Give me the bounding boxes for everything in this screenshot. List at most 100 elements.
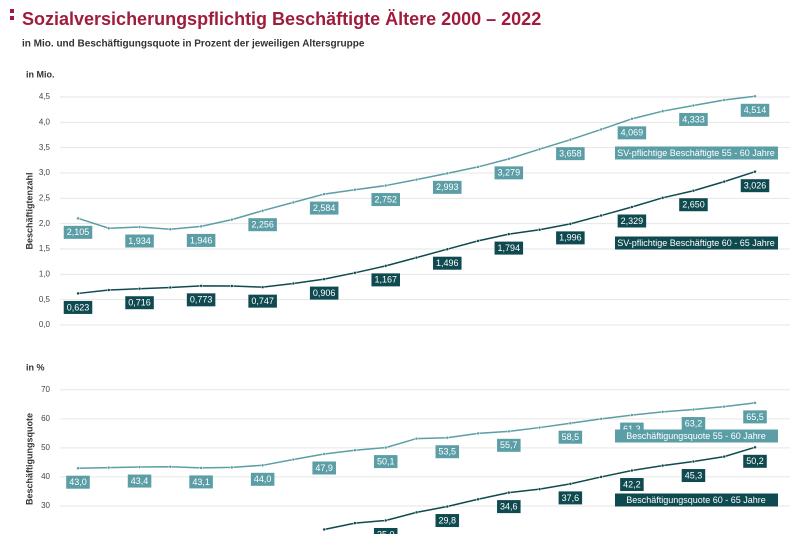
data-point — [722, 179, 726, 184]
value-label: 1,946 — [190, 235, 213, 245]
value-label: 2,752 — [374, 194, 397, 204]
data-point — [630, 468, 634, 473]
value-label-box — [558, 430, 583, 444]
value-label: 2,993 — [436, 182, 459, 192]
data-point — [691, 188, 696, 193]
data-point — [414, 177, 419, 182]
value-label-box — [433, 256, 462, 270]
data-point — [445, 247, 450, 251]
value-label-box — [558, 491, 583, 505]
data-point — [383, 264, 388, 268]
value-label-box — [186, 293, 216, 307]
value-label: 0,906 — [313, 288, 336, 298]
data-point — [260, 208, 265, 213]
value-label: 0,716 — [128, 298, 151, 308]
legend-box — [615, 236, 778, 250]
value-label-box — [66, 475, 90, 489]
value-label: 0,623 — [67, 302, 90, 312]
value-label-box — [740, 103, 770, 117]
data-point — [568, 482, 573, 486]
y-tick-label: 40 — [41, 472, 50, 481]
value-label-box — [248, 294, 277, 308]
value-label-box — [373, 455, 398, 469]
data-point — [76, 466, 80, 470]
data-point — [168, 465, 173, 469]
value-label-box — [497, 500, 521, 514]
value-label-box — [681, 417, 706, 431]
data-point — [445, 171, 450, 176]
legend-box — [615, 146, 778, 160]
data-point — [599, 475, 603, 479]
data-point — [199, 224, 203, 229]
y-tick-label: 50 — [41, 443, 50, 452]
value-label-box — [435, 514, 460, 528]
value-label-box — [740, 179, 770, 193]
value-label-box — [556, 231, 585, 245]
data-point — [753, 94, 757, 99]
data-point — [260, 463, 265, 468]
data-point — [137, 225, 142, 229]
unit-label: in Mio. — [26, 69, 55, 79]
data-point — [568, 222, 573, 226]
data-point — [568, 137, 573, 142]
data-point — [137, 286, 142, 291]
value-label-box — [620, 478, 644, 492]
value-label: 50,2 — [746, 456, 764, 466]
value-label-box — [373, 527, 398, 534]
data-point — [414, 255, 419, 260]
value-label-box — [556, 147, 585, 161]
value-label-box — [494, 241, 524, 255]
y-tick-label: 1,0 — [39, 269, 51, 278]
data-point — [630, 205, 634, 209]
value-label: 3,658 — [559, 149, 582, 159]
legend-label: Beschäftigungsquote 60 - 65 Jahre — [626, 495, 766, 505]
data-point — [76, 216, 80, 221]
data-point — [630, 117, 634, 121]
title-icon — [10, 16, 14, 20]
data-point — [537, 487, 542, 491]
y-axis-title: Beschäftigtenzahl — [24, 172, 34, 249]
data-point — [476, 497, 480, 502]
value-label: 37,6 — [562, 493, 580, 503]
data-point — [599, 127, 603, 132]
data-point — [230, 284, 234, 288]
value-label: 65,5 — [746, 412, 764, 422]
data-point — [260, 285, 265, 289]
legend-label: Beschäftigungsquote 55 - 60 Jahre — [626, 431, 766, 441]
value-label: 2,105 — [67, 227, 90, 237]
data-point — [537, 147, 542, 151]
data-point — [476, 165, 480, 169]
data-point — [691, 103, 696, 108]
value-label: 3,279 — [498, 168, 521, 178]
value-label: 47,9 — [315, 463, 333, 473]
value-label: 50,1 — [377, 456, 395, 466]
y-tick-label: 4,0 — [39, 117, 51, 126]
data-point — [353, 521, 357, 525]
data-point — [322, 452, 326, 456]
value-label-box — [125, 234, 154, 248]
data-point — [291, 281, 296, 286]
value-label: 2,256 — [251, 220, 274, 230]
value-label-box — [312, 461, 336, 475]
data-point — [537, 425, 542, 430]
value-label-box — [743, 454, 767, 468]
data-point — [322, 527, 326, 532]
y-tick-label: 0,0 — [39, 320, 51, 329]
value-label-box — [617, 126, 647, 140]
value-label: 43,1 — [192, 477, 210, 487]
value-label: 44,0 — [254, 474, 272, 484]
value-label-box — [309, 201, 339, 215]
data-point — [353, 271, 357, 275]
data-point — [414, 510, 419, 515]
value-label-box — [309, 286, 339, 300]
value-label: 2,584 — [313, 203, 336, 213]
chart-subtitle: in Mio. und Beschäftigungsquote in Proze… — [22, 39, 365, 50]
y-tick-label: 2,5 — [39, 193, 51, 202]
value-label: 0,773 — [190, 295, 213, 305]
data-point — [168, 285, 173, 290]
series-line — [77, 170, 756, 295]
value-label: 53,5 — [439, 447, 457, 457]
value-label-box — [127, 474, 152, 488]
data-point — [230, 465, 234, 470]
data-point — [107, 288, 111, 292]
